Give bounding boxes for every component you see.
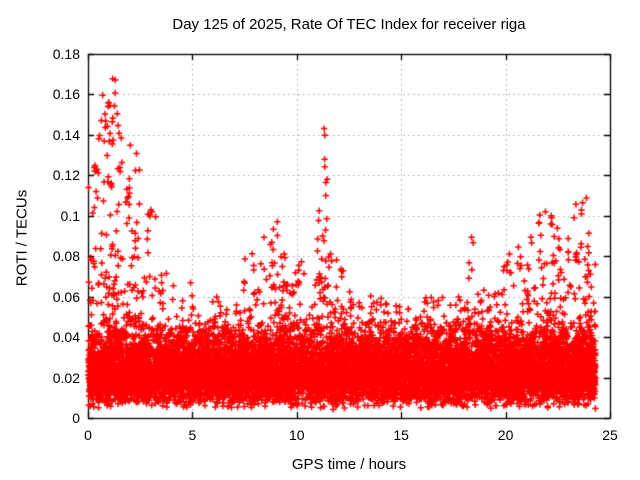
- y-axis-label: ROTI / TECUs: [13, 189, 31, 287]
- y-tick-label: 0.12: [52, 167, 80, 184]
- y-tick-label: 0.16: [52, 86, 80, 103]
- y-tick-label: 0.14: [52, 126, 80, 143]
- chart-title: Day 125 of 2025, Rate Of TEC Index for r…: [172, 16, 526, 33]
- y-tick-label: 0.1: [60, 207, 80, 224]
- x-tick-label: 5: [188, 427, 197, 443]
- y-tick-label: 0.06: [52, 288, 80, 305]
- y-tick-label: 0: [72, 410, 80, 426]
- x-tick-label: 25: [602, 427, 618, 443]
- y-tick-label: 0.08: [52, 248, 80, 265]
- x-axis-label: GPS time / hours: [291, 456, 407, 473]
- x-tick-label: 15: [393, 427, 409, 443]
- x-tick-label: 10: [289, 427, 305, 443]
- x-tick-label: 20: [497, 427, 514, 443]
- y-tick-label: 0.02: [52, 369, 80, 386]
- x-tick-label: 0: [84, 427, 92, 443]
- y-tick-label: 0.18: [52, 46, 80, 62]
- y-tick-label: 0.04: [52, 329, 80, 346]
